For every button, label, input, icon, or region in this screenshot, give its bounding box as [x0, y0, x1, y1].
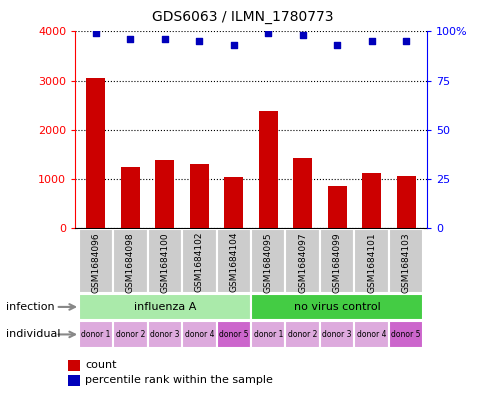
Bar — [258, 110, 277, 228]
Bar — [78, 294, 251, 320]
Text: donor 3: donor 3 — [322, 330, 351, 339]
Text: infection: infection — [6, 302, 55, 312]
Bar — [396, 176, 415, 228]
Bar — [121, 167, 139, 228]
Point — [195, 38, 203, 44]
Point — [92, 30, 100, 37]
Text: percentile rank within the sample: percentile rank within the sample — [85, 375, 272, 385]
Bar — [113, 321, 147, 348]
Text: GSM1684096: GSM1684096 — [91, 232, 100, 292]
Bar — [147, 321, 182, 348]
Bar — [155, 160, 174, 228]
Bar — [189, 163, 208, 228]
Bar — [327, 186, 346, 228]
Text: no virus control: no virus control — [293, 302, 380, 312]
Text: GSM1684100: GSM1684100 — [160, 232, 169, 292]
Bar — [78, 321, 113, 348]
Point — [367, 38, 375, 44]
Text: donor 4: donor 4 — [184, 330, 213, 339]
Text: GSM1684097: GSM1684097 — [298, 232, 306, 292]
Bar — [251, 321, 285, 348]
Point — [161, 36, 168, 42]
Bar — [86, 78, 105, 228]
Text: GSM1684102: GSM1684102 — [195, 232, 203, 292]
Point — [229, 42, 237, 48]
Text: GSM1684104: GSM1684104 — [229, 232, 238, 292]
Bar — [224, 177, 243, 228]
Text: donor 2: donor 2 — [287, 330, 317, 339]
Text: GSM1684099: GSM1684099 — [332, 232, 341, 292]
Bar — [251, 294, 423, 320]
Bar — [251, 229, 285, 293]
Text: donor 5: donor 5 — [391, 330, 420, 339]
Point — [264, 30, 272, 37]
Bar — [285, 229, 319, 293]
Text: donor 3: donor 3 — [150, 330, 179, 339]
Bar — [362, 173, 380, 228]
Text: donor 2: donor 2 — [115, 330, 145, 339]
Point — [333, 42, 340, 48]
Bar — [388, 229, 423, 293]
Text: donor 4: donor 4 — [356, 330, 386, 339]
Text: GSM1684101: GSM1684101 — [366, 232, 376, 292]
Bar — [147, 229, 182, 293]
Text: donor 1: donor 1 — [253, 330, 282, 339]
Text: count: count — [85, 360, 116, 370]
Bar — [319, 229, 354, 293]
Bar — [78, 229, 113, 293]
Point — [401, 38, 409, 44]
Bar — [388, 321, 423, 348]
Point — [298, 32, 306, 39]
Text: GDS6063 / ILMN_1780773: GDS6063 / ILMN_1780773 — [151, 10, 333, 24]
Text: GSM1684095: GSM1684095 — [263, 232, 272, 292]
Bar — [354, 229, 388, 293]
Point — [126, 36, 134, 42]
Text: donor 1: donor 1 — [81, 330, 110, 339]
Text: GSM1684103: GSM1684103 — [401, 232, 410, 292]
Bar — [182, 321, 216, 348]
Bar — [293, 158, 312, 228]
Text: influenza A: influenza A — [133, 302, 196, 312]
Text: GSM1684098: GSM1684098 — [125, 232, 135, 292]
Bar — [216, 229, 251, 293]
Bar — [285, 321, 319, 348]
Text: donor 5: donor 5 — [219, 330, 248, 339]
Text: individual: individual — [6, 329, 60, 340]
Bar — [354, 321, 388, 348]
Bar — [216, 321, 251, 348]
Bar — [182, 229, 216, 293]
Bar — [113, 229, 147, 293]
Bar — [319, 321, 354, 348]
